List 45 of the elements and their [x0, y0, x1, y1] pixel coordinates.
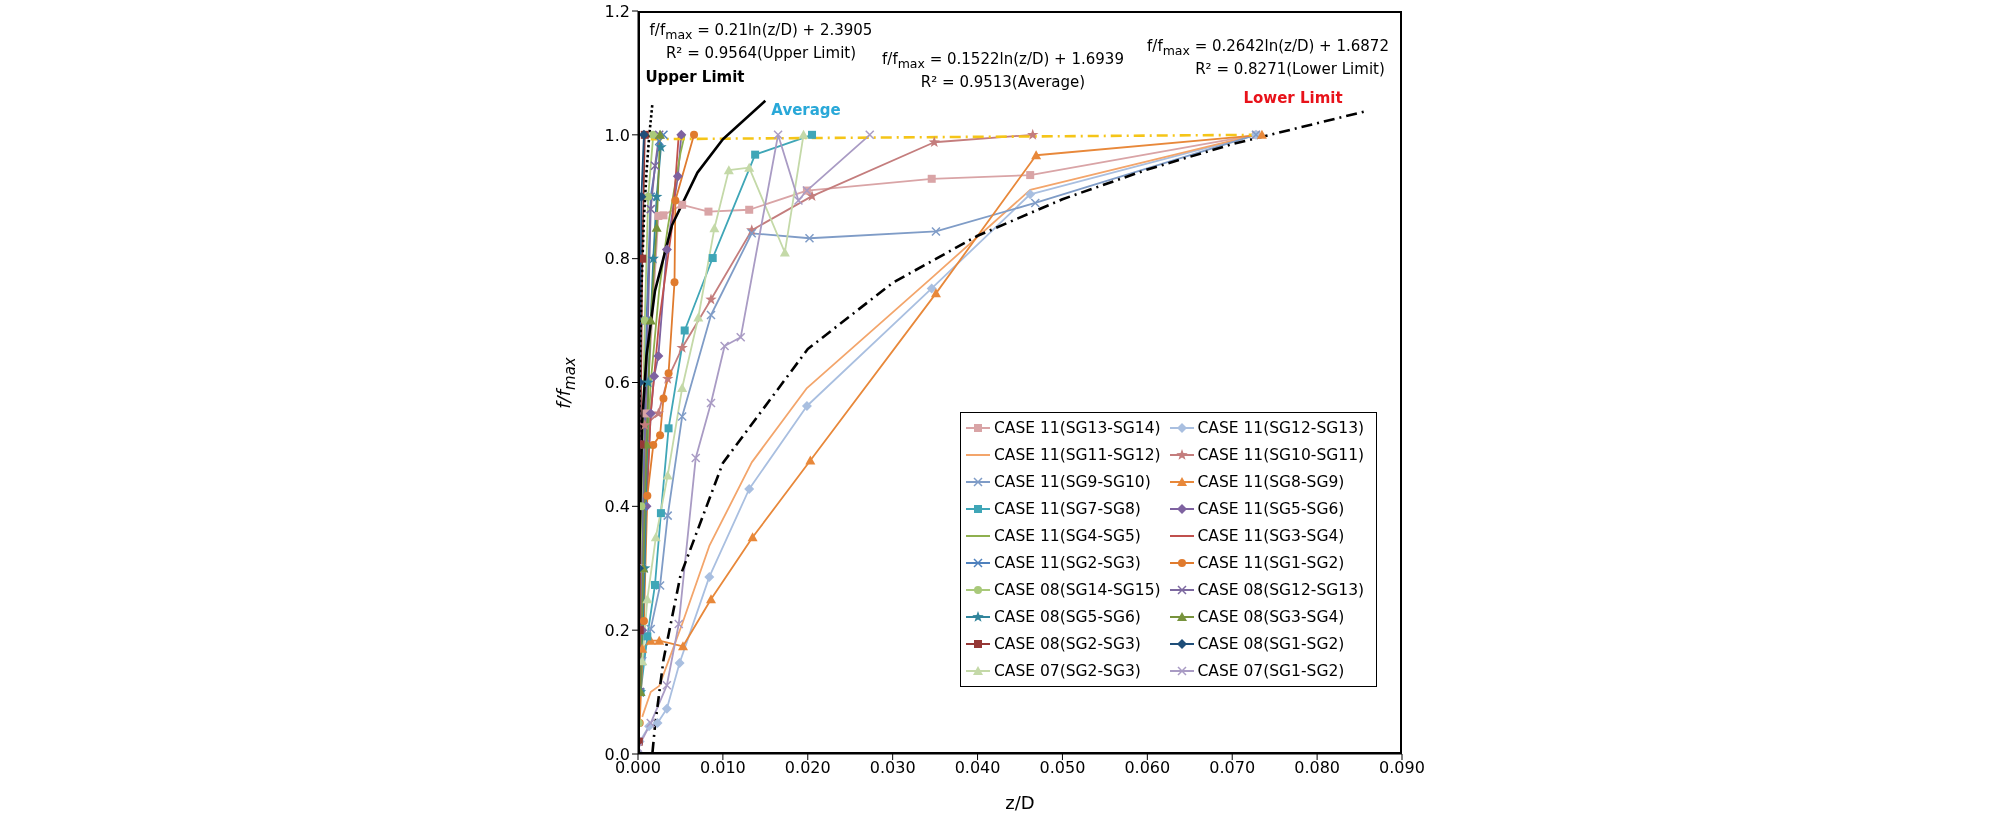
legend-label: CASE 11(SG1-SG2)	[1197, 554, 1345, 572]
annotation: f/f$_{max}$ = 0.1522ln(z/D) + 1.6939	[882, 50, 1124, 71]
y-tick-label: 0.4	[604, 497, 630, 517]
legend-label: CASE 07(SG1-SG2)	[1197, 662, 1345, 680]
x-tick-label: 0.010	[699, 758, 746, 778]
y-tick-label: 0.6	[604, 373, 630, 393]
y-tick-label: 0.2	[604, 620, 630, 640]
x-tick-label: 0.080	[1294, 758, 1341, 778]
legend-label: CASE 11(SG4-SG5)	[994, 527, 1141, 545]
x-tick-label: 0.030	[869, 758, 916, 778]
y-tick-label: 1.2	[604, 1, 630, 21]
legend-label: CASE 11(SG2-SG3)	[994, 554, 1141, 572]
x-tick-label: 0.090	[1379, 758, 1425, 778]
legend-label: CASE 11(SG13-SG14)	[994, 419, 1161, 437]
x-tick-label: 0.070	[1209, 758, 1256, 778]
annotation: f/f$_{max}$ = 0.2642ln(z/D) + 1.6872	[1147, 37, 1389, 58]
legend-label: CASE 11(SG9-SG10)	[994, 473, 1151, 491]
legend-label: CASE 08(SG14-SG15)	[994, 581, 1161, 599]
legend-label: CASE 08(SG2-SG3)	[994, 635, 1141, 653]
annotation: Average	[771, 100, 841, 119]
legend-label: CASE 11(SG5-SG6)	[1197, 500, 1345, 518]
legend-label: CASE 11(SG7-SG8)	[994, 500, 1141, 518]
annotation: f/f$_{max}$ = 0.21ln(z/D) + 2.3905	[649, 21, 873, 42]
legend-label: CASE 08(SG1-SG2)	[1197, 635, 1345, 653]
x-axis-title: z/D	[1005, 792, 1035, 813]
y-tick-label: 1.0	[604, 125, 630, 145]
annotation: R² = 0.8271(Lower Limit)	[1195, 60, 1385, 78]
legend-label: CASE 08(SG3-SG4)	[1197, 608, 1345, 626]
annotation: R² = 0.9513(Average)	[920, 73, 1086, 91]
legend-label: CASE 08(SG12-SG13)	[1197, 581, 1365, 599]
annotation: Upper Limit	[645, 68, 745, 87]
legend-label: CASE 11(SG3-SG4)	[1197, 527, 1345, 545]
y-tick-label: 0.8	[604, 249, 630, 269]
x-tick-label: 0.050	[1039, 758, 1086, 778]
legend-label: CASE 11(SG12-SG13)	[1197, 419, 1365, 437]
legend-label: CASE 07(SG2-SG3)	[994, 662, 1141, 680]
x-tick-label: 0.020	[784, 758, 831, 778]
annotation: Lower Limit	[1243, 88, 1343, 107]
legend-label: CASE 11(SG10-SG11)	[1197, 446, 1365, 464]
legend-label: CASE 08(SG5-SG6)	[994, 608, 1141, 626]
annotation: R² = 0.9564(Upper Limit)	[665, 44, 857, 62]
legend-label: CASE 11(SG11-SG12)	[994, 446, 1161, 464]
x-tick-label: 0.060	[1124, 758, 1171, 778]
legend-label: CASE 11(SG8-SG9)	[1197, 473, 1345, 491]
x-tick-label: 0.040	[954, 758, 1001, 778]
